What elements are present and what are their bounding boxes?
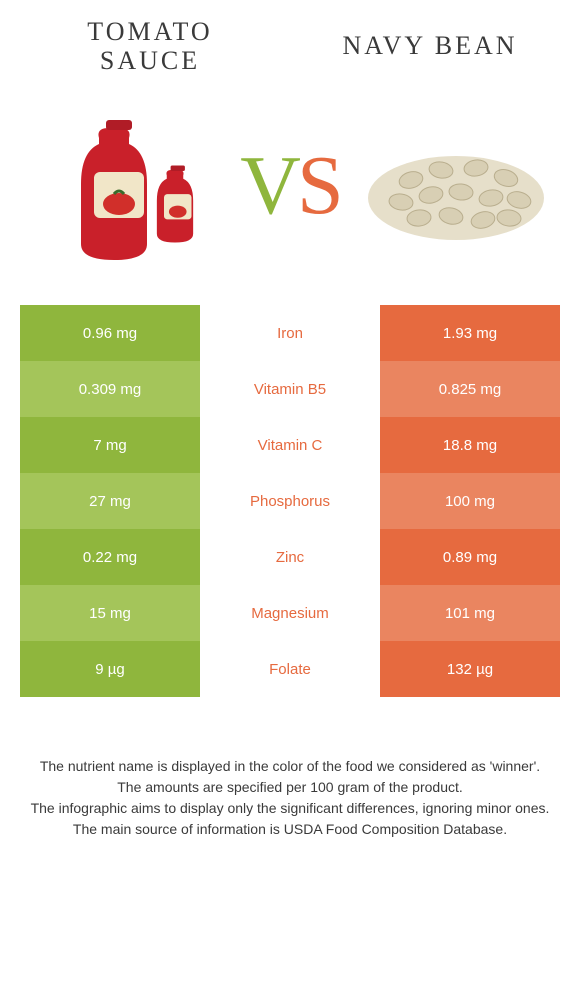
right-value: 0.825 mg — [380, 361, 560, 417]
left-value: 0.96 mg — [20, 305, 200, 361]
left-food-title: Tomato sauce — [30, 18, 270, 75]
left-food-image — [18, 95, 230, 275]
right-value: 101 mg — [380, 585, 560, 641]
vs-v: V — [240, 139, 297, 232]
nutrient-name: Magnesium — [200, 585, 380, 641]
footnote-line: The nutrient name is displayed in the co… — [30, 757, 550, 776]
left-title-line2: sauce — [100, 46, 200, 75]
header: Tomato sauce Navy bean — [0, 0, 580, 75]
right-value: 18.8 mg — [380, 417, 560, 473]
nutrient-name: Iron — [200, 305, 380, 361]
nutrient-name: Folate — [200, 641, 380, 697]
infographic-root: Tomato sauce Navy bean — [0, 0, 580, 839]
nutrient-table: 0.96 mgIron1.93 mg0.309 mgVitamin B50.82… — [20, 305, 560, 697]
table-row: 27 mgPhosphorus100 mg — [20, 473, 560, 529]
footnote-line: The main source of information is USDA F… — [30, 820, 550, 839]
table-row: 7 mgVitamin C18.8 mg — [20, 417, 560, 473]
table-row: 0.96 mgIron1.93 mg — [20, 305, 560, 361]
navy-bean-icon — [361, 120, 551, 250]
right-food-image — [350, 95, 562, 275]
left-value: 0.309 mg — [20, 361, 200, 417]
nutrient-name: Vitamin C — [200, 417, 380, 473]
tomato-sauce-icon — [54, 110, 194, 260]
vs-s: S — [297, 139, 340, 232]
left-value: 9 µg — [20, 641, 200, 697]
nutrient-name: Vitamin B5 — [200, 361, 380, 417]
left-value: 15 mg — [20, 585, 200, 641]
vs-label: VS — [230, 137, 350, 234]
left-value: 7 mg — [20, 417, 200, 473]
table-row: 9 µgFolate132 µg — [20, 641, 560, 697]
left-title-line1: Tomato — [87, 17, 212, 46]
right-value: 1.93 mg — [380, 305, 560, 361]
right-value: 100 mg — [380, 473, 560, 529]
nutrient-name: Phosphorus — [200, 473, 380, 529]
footnotes: The nutrient name is displayed in the co… — [0, 697, 580, 839]
left-value: 0.22 mg — [20, 529, 200, 585]
right-value: 132 µg — [380, 641, 560, 697]
images-row: VS — [0, 75, 580, 305]
table-row: 0.309 mgVitamin B50.825 mg — [20, 361, 560, 417]
left-value: 27 mg — [20, 473, 200, 529]
table-row: 15 mgMagnesium101 mg — [20, 585, 560, 641]
nutrient-name: Zinc — [200, 529, 380, 585]
footnote-line: The amounts are specified per 100 gram o… — [30, 778, 550, 797]
table-row: 0.22 mgZinc0.89 mg — [20, 529, 560, 585]
footnote-line: The infographic aims to display only the… — [30, 799, 550, 818]
right-food-title: Navy bean — [310, 32, 550, 61]
right-value: 0.89 mg — [380, 529, 560, 585]
